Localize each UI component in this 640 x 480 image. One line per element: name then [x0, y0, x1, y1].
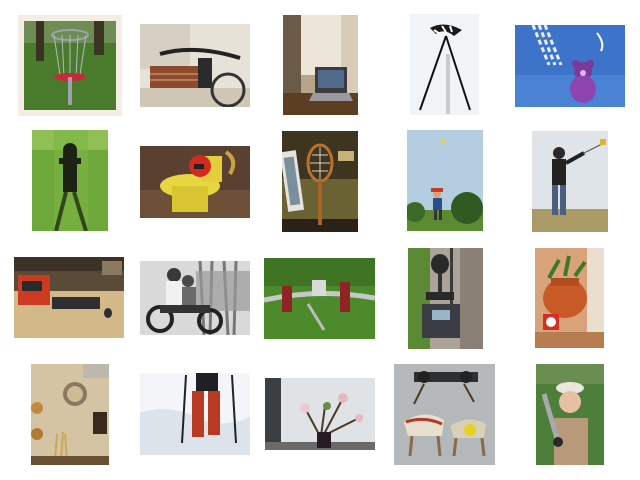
thumbnail-teddy-bear-kite[interactable]: [515, 25, 625, 107]
thumbnail-toilet-sculpture[interactable]: [140, 146, 250, 218]
thumbnail-man-flying-kite[interactable]: [532, 131, 608, 232]
thumbnail-bicycle-on-grass[interactable]: [264, 258, 375, 339]
thumbnail-wooden-toy-horses[interactable]: [394, 364, 495, 465]
thumbnail-skier-boots-in-snow[interactable]: [140, 373, 250, 455]
thumbnail-vintage-women-on-motorcycle[interactable]: [140, 261, 250, 335]
thumbnail-disc-golf-basket[interactable]: [18, 15, 122, 116]
thumbnail-kite-on-white-sky[interactable]: [410, 14, 479, 115]
thumbnail-flower-vase-branch[interactable]: [265, 378, 375, 450]
thumbnail-bicycle-handlebars-indoors[interactable]: [140, 24, 250, 107]
thumbnail-scooter-on-sidewalk[interactable]: [408, 248, 483, 349]
thumbnail-potted-plant-and-clock[interactable]: [535, 248, 604, 348]
thumbnail-woman-with-baseball-bat[interactable]: [536, 364, 604, 465]
thumbnail-laptop-on-desk[interactable]: [283, 15, 358, 115]
thumbnail-scroll-saw-and-keyboard[interactable]: [14, 257, 124, 338]
thumbnail-fire-hydrant-on-grass[interactable]: [32, 130, 108, 231]
thumbnail-tennis-racket-on-couch[interactable]: [282, 131, 358, 232]
thumbnail-wall-clock-in-room[interactable]: [31, 364, 109, 465]
thumbnail-child-flying-kite[interactable]: [407, 130, 483, 231]
